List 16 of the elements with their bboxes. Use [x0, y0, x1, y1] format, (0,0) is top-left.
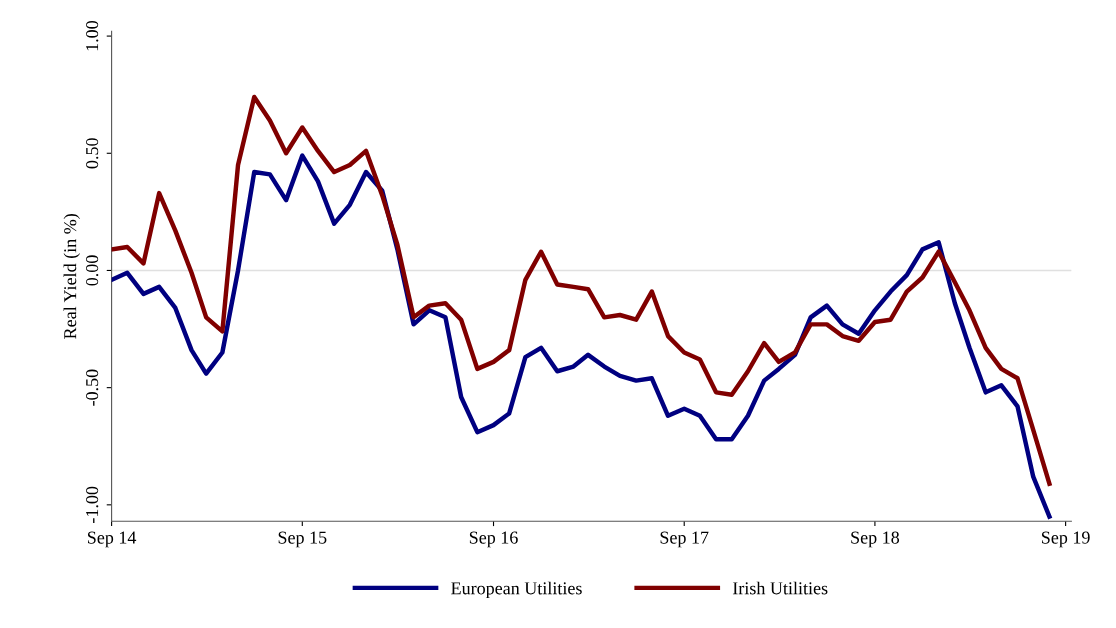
y-tick-label: -0.50 — [86, 369, 99, 406]
legend-label: European Utilities — [451, 581, 582, 599]
y-tick-label: 1.00 — [86, 20, 99, 51]
x-tick-label: Sep 15 — [278, 531, 327, 548]
y-tick-label: -1.00 — [86, 486, 99, 523]
legend-label: Irish Utilities — [732, 581, 828, 595]
x-tick-label: Sep 14 — [87, 531, 137, 548]
x-tick-label: Sep 19 — [1041, 531, 1090, 548]
x-tick-label: Sep 18 — [851, 531, 900, 548]
x-tick-label: Sep 16 — [469, 531, 518, 548]
y-tick-label: 0.50 — [86, 138, 99, 169]
y-tick-label: 0.00 — [86, 255, 99, 286]
x-tick-label: Sep 17 — [660, 531, 709, 548]
y-axis-title: Real Yield (in %) — [63, 214, 80, 339]
line-series — [111, 94, 1052, 486]
line-series — [111, 153, 1052, 519]
